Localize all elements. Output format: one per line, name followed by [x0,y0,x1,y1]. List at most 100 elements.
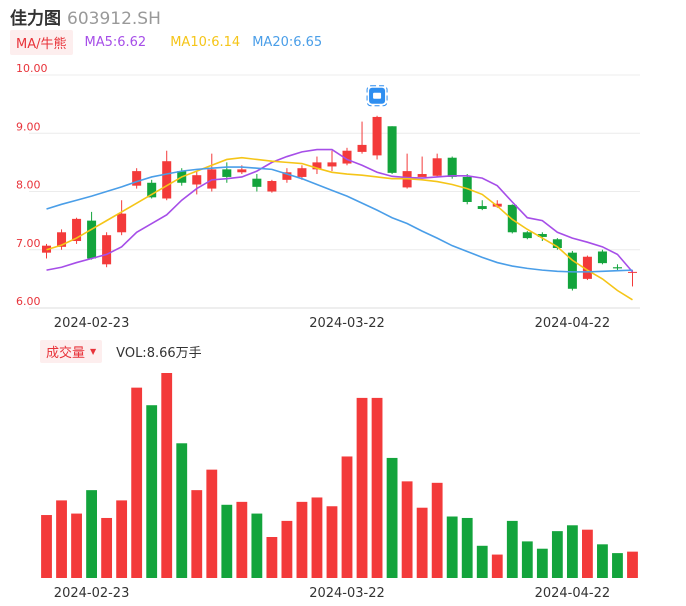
ma-toggle-button[interactable]: MA/牛熊 [10,29,73,55]
candle[interactable] [597,249,607,265]
candle-body [117,213,127,233]
ma5-legend: MA5:6.62 [84,34,147,50]
volume-bar[interactable] [281,520,293,578]
candle[interactable] [42,243,52,259]
ma10-legend: MA10:6.14 [170,34,241,50]
volume-bar[interactable] [146,405,158,578]
candle[interactable] [282,168,292,183]
volume-bar[interactable] [161,373,173,578]
candle[interactable] [552,238,562,250]
candle-body [462,176,472,202]
candle[interactable] [207,153,217,192]
candle[interactable] [357,121,367,154]
candle[interactable] [627,270,637,287]
candle[interactable] [192,171,202,195]
volume-bar[interactable] [476,545,488,578]
volume-bar[interactable] [521,541,533,578]
candle[interactable] [372,115,382,160]
volume-bar[interactable] [101,517,113,578]
volume-bar[interactable] [386,457,398,578]
candle-body [252,178,262,187]
signal-icon-glyph [373,92,382,99]
volume-bar[interactable] [597,544,608,578]
volume-bar[interactable] [311,497,323,578]
candlestick-series [42,115,637,291]
volume-bar[interactable] [221,504,233,578]
candle[interactable] [387,126,397,175]
candle[interactable] [267,179,277,193]
volume-bar[interactable] [506,520,518,578]
candle[interactable] [117,200,127,236]
volume-bar[interactable] [116,500,128,578]
volume-bar[interactable] [416,507,428,578]
volume-bar[interactable] [41,515,52,578]
volume-value: VOL:8.66万手 [116,345,202,361]
candle[interactable] [87,211,97,260]
candle[interactable] [297,165,307,180]
volume-bar[interactable] [191,490,203,578]
volume-bar[interactable] [341,456,353,578]
candle[interactable] [312,156,322,175]
volume-bar[interactable] [446,516,458,579]
volume-bar[interactable] [251,513,263,578]
volume-toggle-button[interactable]: 成交量 ▼ [40,339,103,363]
candle-body [552,239,562,249]
volume-bar[interactable] [326,506,338,578]
volume-bar[interactable] [491,554,503,578]
price-axis: 6.00 7.00 8.00 9.00 10.00 [16,62,48,308]
signal-icon[interactable] [366,85,388,107]
volume-bar[interactable] [371,397,383,578]
candle[interactable] [537,232,547,242]
candle[interactable] [342,147,352,166]
volume-bar[interactable] [296,501,308,578]
candle[interactable] [252,174,262,192]
candle[interactable] [132,168,142,189]
candle[interactable] [72,217,82,244]
candle[interactable] [582,255,592,281]
candle[interactable] [147,179,157,199]
volume-bar[interactable] [612,553,623,578]
volume-bar[interactable] [431,482,443,578]
candle-body [387,126,397,173]
candle[interactable] [402,153,412,189]
candle[interactable] [327,150,337,172]
volume-bar[interactable] [86,490,97,578]
volume-bar[interactable] [582,529,593,578]
volume-bar[interactable] [236,501,248,578]
volume-bar[interactable] [536,548,548,578]
candle[interactable] [417,156,427,177]
volume-bar[interactable] [356,397,368,578]
candle-body [72,218,82,242]
candle-body [612,267,622,269]
candle[interactable] [477,200,487,211]
candle[interactable] [612,264,622,271]
volume-bar[interactable] [461,517,473,578]
candle-body [567,252,577,289]
candle-body [417,174,427,177]
volume-bar[interactable] [566,525,578,578]
volume-bar[interactable] [266,537,278,578]
candle[interactable] [162,150,172,201]
candle[interactable] [522,231,532,240]
volume-bar[interactable] [551,531,563,578]
candle[interactable] [567,250,577,291]
volume-date-label: 2024-04-22 [535,586,611,601]
price-grid [29,74,640,309]
candle-body [432,158,442,176]
volume-bar[interactable] [176,443,188,578]
candle-body [597,251,607,264]
volume-bar[interactable] [401,481,413,578]
volume-bar[interactable] [131,387,143,578]
candle[interactable] [57,229,67,250]
candle[interactable] [432,153,442,177]
volume-bar[interactable] [627,551,638,578]
volume-bar[interactable] [206,469,218,578]
candle[interactable] [102,232,112,268]
candle-body [342,150,352,164]
ma-legend: MA/牛熊 MA5:6.62 MA10:6.14 MA20:6.65 [10,29,322,55]
volume-bar[interactable] [71,513,82,578]
y-tick-label: 10.00 [16,62,48,75]
candle-body [537,234,547,237]
volume-bar[interactable] [56,500,67,578]
